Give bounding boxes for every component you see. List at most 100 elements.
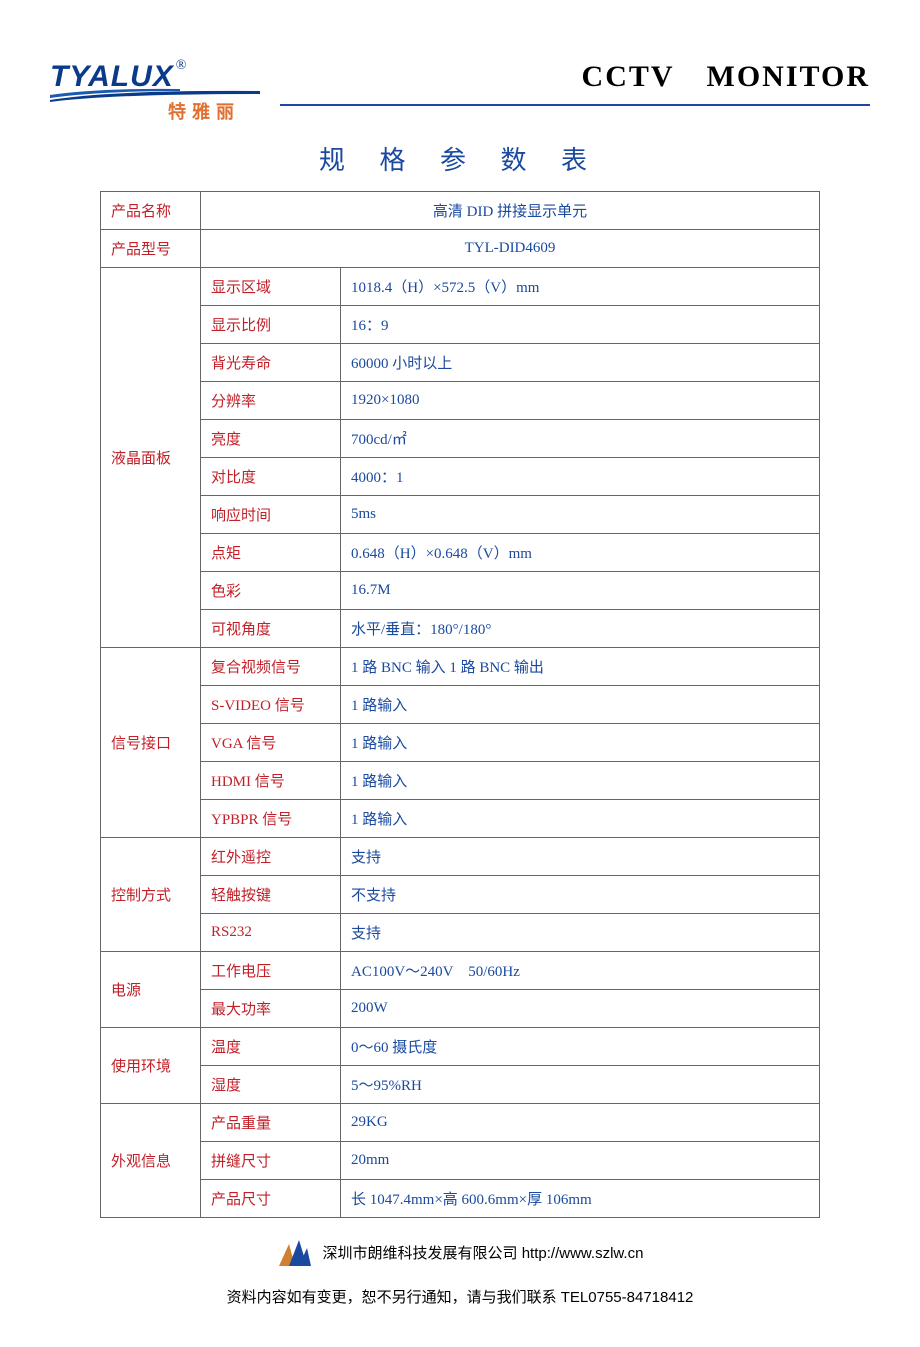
table-row: VGA 信号1 路输入 — [101, 724, 820, 762]
value-cell: 支持 — [341, 914, 820, 952]
param-cell: RS232 — [201, 914, 341, 952]
logo-text: TYALUX — [50, 60, 174, 94]
value-cell: 1 路输入 — [341, 686, 820, 724]
table-row: S-VIDEO 信号1 路输入 — [101, 686, 820, 724]
table-row: YPBPR 信号1 路输入 — [101, 800, 820, 838]
table-row: 产品名称高清 DID 拼接显示单元 — [101, 192, 820, 230]
value-cell: 5～95%RH — [341, 1066, 820, 1104]
table-row: 色彩16.7M — [101, 572, 820, 610]
table-row: 信号接口复合视频信号1 路 BNC 输入 1 路 BNC 输出 — [101, 648, 820, 686]
value-cell: 4000：1 — [341, 458, 820, 496]
param-cell: 响应时间 — [201, 496, 341, 534]
company-logo-icon — [277, 1236, 313, 1268]
table-row: 最大功率200W — [101, 990, 820, 1028]
value-cell: 16：9 — [341, 306, 820, 344]
footer-company-text: 深圳市朗维科技发展有限公司 http://www.szlw.cn — [323, 1242, 644, 1263]
category-cell: 使用环境 — [101, 1028, 201, 1104]
table-row: 电源工作电压AC100V～240V 50/60Hz — [101, 952, 820, 990]
param-cell: 拼缝尺寸 — [201, 1142, 341, 1180]
category-cell: 信号接口 — [101, 648, 201, 838]
param-cell: 工作电压 — [201, 952, 341, 990]
category-cell: 电源 — [101, 952, 201, 1028]
value-cell: 1 路 BNC 输入 1 路 BNC 输出 — [341, 648, 820, 686]
value-cell: 1 路输入 — [341, 724, 820, 762]
category-cell: 产品名称 — [101, 192, 201, 230]
registered-mark: ® — [176, 58, 187, 74]
logo-chinese-name: 特雅丽 — [168, 98, 240, 124]
value-cell: AC100V～240V 50/60Hz — [341, 952, 820, 990]
param-cell: VGA 信号 — [201, 724, 341, 762]
param-cell: 显示区域 — [201, 268, 341, 306]
table-row: 湿度5～95%RH — [101, 1066, 820, 1104]
value-cell: 700cd/㎡ — [341, 420, 820, 458]
param-cell: 可视角度 — [201, 610, 341, 648]
param-cell: 湿度 — [201, 1066, 341, 1104]
param-cell: 点矩 — [201, 534, 341, 572]
table-row: RS232支持 — [101, 914, 820, 952]
value-cell: 200W — [341, 990, 820, 1028]
param-cell: 复合视频信号 — [201, 648, 341, 686]
value-cell: 60000 小时以上 — [341, 344, 820, 382]
value-cell: 0～60 摄氏度 — [341, 1028, 820, 1066]
category-cell: 外观信息 — [101, 1104, 201, 1218]
table-row: 显示比例16：9 — [101, 306, 820, 344]
table-row: 液晶面板显示区域1018.4（H）×572.5（V）mm — [101, 268, 820, 306]
table-row: 控制方式红外遥控支持 — [101, 838, 820, 876]
footer-notice-text: 资料内容如有变更，恕不另行通知，请与我们联系 TEL0755-84718412 — [50, 1286, 870, 1307]
footer: 深圳市朗维科技发展有限公司 http://www.szlw.cn 资料内容如有变… — [50, 1236, 870, 1307]
table-row: 外观信息产品重量29KG — [101, 1104, 820, 1142]
table-row: 背光寿命60000 小时以上 — [101, 344, 820, 382]
param-cell: 亮度 — [201, 420, 341, 458]
param-cell: 色彩 — [201, 572, 341, 610]
page-title: 规 格 参 数 表 — [50, 140, 870, 177]
logo-block: TYALUX ® 特雅丽 — [50, 60, 260, 124]
table-row: 亮度700cd/㎡ — [101, 420, 820, 458]
header-rule — [280, 104, 870, 106]
category-cell: 液晶面板 — [101, 268, 201, 648]
param-cell: 产品尺寸 — [201, 1180, 341, 1218]
table-row: 可视角度水平/垂直：180°/180° — [101, 610, 820, 648]
table-row: 产品尺寸长 1047.4mm×高 600.6mm×厚 106mm — [101, 1180, 820, 1218]
category-cell: 控制方式 — [101, 838, 201, 952]
param-cell: S-VIDEO 信号 — [201, 686, 341, 724]
param-cell: 轻触按键 — [201, 876, 341, 914]
spec-table-body: 产品名称高清 DID 拼接显示单元产品型号TYL-DID4609液晶面板显示区域… — [101, 192, 820, 1218]
param-cell: 最大功率 — [201, 990, 341, 1028]
table-row: 分辨率1920×1080 — [101, 382, 820, 420]
value-cell: 29KG — [341, 1104, 820, 1142]
table-row: 轻触按键不支持 — [101, 876, 820, 914]
param-cell: HDMI 信号 — [201, 762, 341, 800]
header: TYALUX ® 特雅丽 CCTV MONITOR — [50, 60, 870, 124]
value-cell: 支持 — [341, 838, 820, 876]
param-cell: 红外遥控 — [201, 838, 341, 876]
value-cell: 高清 DID 拼接显示单元 — [201, 192, 820, 230]
table-row: 使用环境温度0～60 摄氏度 — [101, 1028, 820, 1066]
value-cell: 1 路输入 — [341, 800, 820, 838]
table-row: 拼缝尺寸20mm — [101, 1142, 820, 1180]
footer-line1-row: 深圳市朗维科技发展有限公司 http://www.szlw.cn — [50, 1236, 870, 1268]
value-cell: 不支持 — [341, 876, 820, 914]
value-cell: 水平/垂直：180°/180° — [341, 610, 820, 648]
value-cell: 1 路输入 — [341, 762, 820, 800]
category-cell: 产品型号 — [101, 230, 201, 268]
value-cell: 1018.4（H）×572.5（V）mm — [341, 268, 820, 306]
param-cell: YPBPR 信号 — [201, 800, 341, 838]
param-cell: 产品重量 — [201, 1104, 341, 1142]
param-cell: 对比度 — [201, 458, 341, 496]
document-page: TYALUX ® 特雅丽 CCTV MONITOR 规 格 参 数 表 产品名称… — [0, 0, 920, 1347]
param-cell: 温度 — [201, 1028, 341, 1066]
table-row: 产品型号TYL-DID4609 — [101, 230, 820, 268]
spec-table: 产品名称高清 DID 拼接显示单元产品型号TYL-DID4609液晶面板显示区域… — [100, 191, 820, 1218]
table-row: HDMI 信号1 路输入 — [101, 762, 820, 800]
value-cell: 5ms — [341, 496, 820, 534]
param-cell: 背光寿命 — [201, 344, 341, 382]
param-cell: 显示比例 — [201, 306, 341, 344]
value-cell: TYL-DID4609 — [201, 230, 820, 268]
value-cell: 20mm — [341, 1142, 820, 1180]
table-row: 对比度4000：1 — [101, 458, 820, 496]
value-cell: 0.648（H）×0.648（V）mm — [341, 534, 820, 572]
param-cell: 分辨率 — [201, 382, 341, 420]
header-right: CCTV MONITOR — [280, 60, 870, 106]
value-cell: 1920×1080 — [341, 382, 820, 420]
header-title: CCTV MONITOR — [280, 60, 870, 94]
